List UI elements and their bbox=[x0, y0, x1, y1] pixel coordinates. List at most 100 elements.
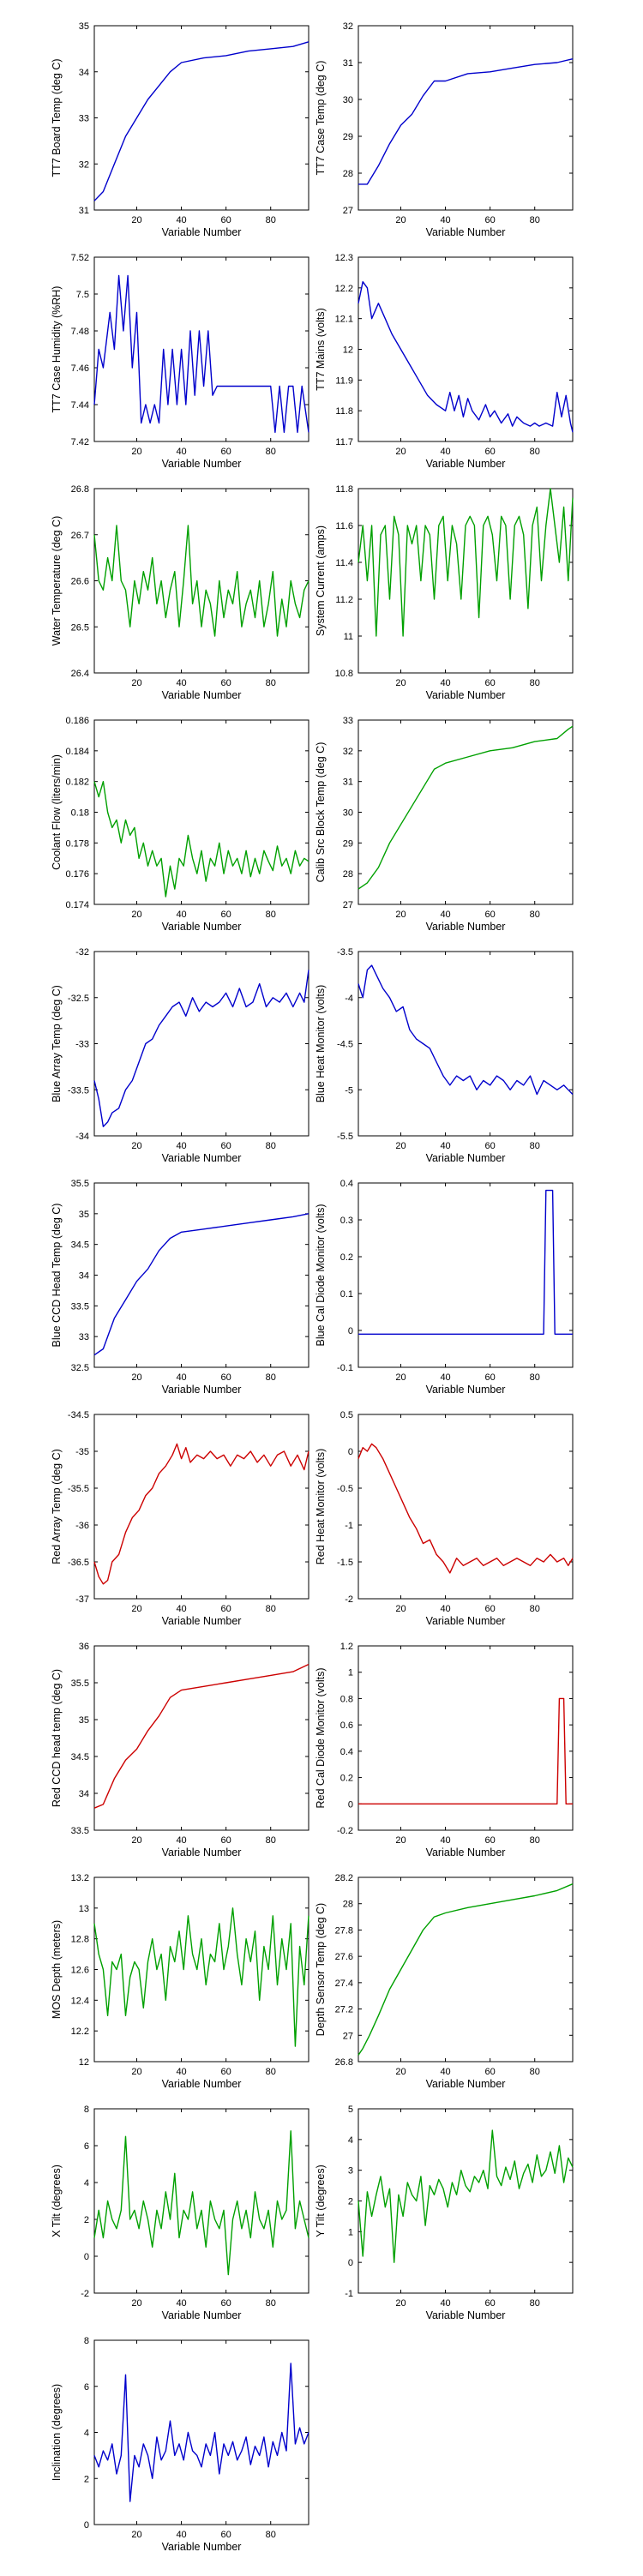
y-tick-label: 27.4 bbox=[335, 1979, 353, 1989]
chart-panel-21: 0 2 4 6 8 20 40 60 80 Variable Number Inclination … bbox=[51, 2336, 309, 2553]
x-tick-label: 20 bbox=[131, 1604, 141, 1614]
x-tick-label: 20 bbox=[131, 447, 141, 457]
y-tick-label: -4 bbox=[345, 994, 353, 1004]
x-tick-label: 80 bbox=[266, 215, 276, 225]
y-tick-label: 0.4 bbox=[340, 1747, 353, 1757]
x-axis-label: Variable Number bbox=[426, 2078, 506, 2090]
y-tick-label: 2 bbox=[348, 2197, 353, 2207]
chart-panel-1: 31 32 33 34 35 20 40 60 80 Variable Number TT7 Boa… bbox=[51, 21, 309, 238]
y-tick-label: 7.44 bbox=[71, 400, 89, 411]
x-axis-label: Variable Number bbox=[426, 1152, 506, 1164]
y-tick-label: 2 bbox=[84, 2215, 89, 2225]
y-tick-label: 0.184 bbox=[65, 747, 89, 757]
x-tick-label: 80 bbox=[530, 1604, 540, 1614]
x-tick-label: 20 bbox=[395, 1141, 406, 1151]
x-tick-label: 60 bbox=[485, 1835, 496, 1846]
x-axis-label: Variable Number bbox=[426, 2309, 506, 2321]
x-tick-label: 60 bbox=[221, 1604, 231, 1614]
y-tick-label: 26.4 bbox=[71, 669, 89, 679]
y-tick-label: 28 bbox=[343, 869, 353, 880]
y-tick-label: -33.5 bbox=[68, 1085, 89, 1096]
y-tick-label: -0.2 bbox=[337, 1826, 353, 1836]
x-tick-label: 20 bbox=[395, 2298, 406, 2309]
plot-frame bbox=[93, 2108, 309, 2294]
chart-panel-17: 12 12.2 12.4 12.6 12.8 13 13.2 20 40 60 80 Variable… bbox=[51, 1873, 309, 2090]
y-tick-label: 0 bbox=[348, 1326, 353, 1336]
y-tick-label: 1 bbox=[348, 2227, 353, 2237]
y-axis-label: TT7 Case Humidity (%RH) bbox=[51, 286, 63, 413]
x-tick-label: 80 bbox=[266, 1372, 276, 1383]
y-tick-label: 0.178 bbox=[65, 838, 89, 849]
series-line-1 bbox=[93, 2363, 309, 2502]
y-tick-label: 4 bbox=[84, 2429, 89, 2439]
y-tick-label: 0.182 bbox=[65, 778, 89, 788]
x-tick-label: 80 bbox=[530, 2067, 540, 2077]
x-tick-label: 20 bbox=[395, 678, 406, 688]
y-tick-label: 7.52 bbox=[71, 253, 89, 263]
series-line-1 bbox=[358, 725, 574, 890]
y-tick-label: 13 bbox=[79, 1904, 89, 1914]
series-line-1 bbox=[93, 970, 309, 1127]
y-tick-label: 0.3 bbox=[340, 1216, 353, 1226]
x-tick-label: 60 bbox=[485, 678, 496, 688]
y-tick-label: 6 bbox=[84, 2141, 89, 2152]
x-tick-label: 80 bbox=[530, 1141, 540, 1151]
y-tick-label: 31 bbox=[343, 778, 353, 788]
x-tick-label: 60 bbox=[485, 2067, 496, 2077]
x-tick-label: 60 bbox=[221, 2530, 231, 2540]
y-axis-label: TT7 Case Temp (deg C) bbox=[315, 61, 327, 176]
y-axis-label: Coolant Flow (liters/min) bbox=[51, 754, 63, 870]
chart-panel-18: 26.8 27 27.2 27.4 27.6 27.8 28 28.2 20 40 60 80 Vari… bbox=[315, 1873, 574, 2090]
chart-panel-11: 32.5 33 33.5 34 34.5 35 35.5 20 40 60 80 Variable N… bbox=[51, 1179, 309, 1396]
y-axis-label: Red Cal Diode Monitor (volts) bbox=[315, 1668, 327, 1809]
y-tick-label: 7.5 bbox=[76, 290, 89, 300]
y-tick-label: 31 bbox=[79, 206, 89, 216]
chart-panel-3: 7.42 7.44 7.46 7.48 7.5 7.52 20 40 60 80 Variable … bbox=[51, 253, 309, 470]
chart-panel-9: -34 -33.5 -33 -32.5 -32 20 40 60 80 Variable Numb… bbox=[51, 947, 309, 1164]
chart-panel-7: 0.174 0.176 0.178 0.18 0.182 0.184 0.186 20 40 60… bbox=[51, 716, 309, 933]
chart-panel-16: -0.2 0 0.2 0.4 0.6 0.8 1 1.2 20 40 60 80 Variable Nu… bbox=[315, 1642, 574, 1858]
y-tick-label: 0.186 bbox=[65, 716, 89, 726]
x-tick-label: 60 bbox=[221, 2067, 231, 2077]
x-tick-label: 80 bbox=[266, 447, 276, 457]
chart-panel-13: -37 -36.5 -36 -35.5 -35 -34.5 20 40 60 80 Variable… bbox=[51, 1410, 309, 1627]
y-tick-label: -5.5 bbox=[337, 1132, 353, 1142]
y-tick-label: 36 bbox=[79, 1642, 89, 1652]
y-tick-label: 7.48 bbox=[71, 327, 89, 337]
y-axis-label: Y Tilt (degrees) bbox=[315, 2165, 327, 2237]
y-tick-label: 11.8 bbox=[335, 406, 353, 417]
y-tick-label: -5 bbox=[345, 1085, 353, 1096]
y-tick-label: -33 bbox=[75, 1040, 89, 1050]
x-tick-label: 20 bbox=[395, 2067, 406, 2077]
y-tick-label: 27 bbox=[343, 2031, 353, 2041]
y-axis-label: Blue Heat Monitor (volts) bbox=[315, 985, 327, 1103]
y-tick-label: 0.2 bbox=[340, 1774, 353, 1784]
x-tick-label: 60 bbox=[485, 910, 496, 920]
series-line-1 bbox=[93, 1443, 309, 1585]
x-tick-label: 40 bbox=[440, 1141, 450, 1151]
y-tick-label: 0 bbox=[348, 2258, 353, 2268]
x-tick-label: 40 bbox=[176, 2530, 186, 2540]
plot-frame bbox=[358, 256, 574, 442]
x-axis-label: Variable Number bbox=[162, 1152, 242, 1164]
y-tick-label: -1 bbox=[345, 1521, 353, 1531]
y-tick-label: -37 bbox=[75, 1594, 89, 1605]
x-tick-label: 20 bbox=[395, 215, 406, 225]
x-axis-label: Variable Number bbox=[162, 921, 242, 933]
chart-panel-4: 11.7 11.8 11.9 12 12.1 12.2 12.3 20 40 60 80 Variab… bbox=[315, 253, 574, 470]
y-tick-label: 0.4 bbox=[340, 1179, 353, 1189]
y-axis-label: Blue Array Temp (deg C) bbox=[51, 985, 63, 1102]
y-tick-label: 27 bbox=[343, 900, 353, 910]
x-tick-label: 40 bbox=[440, 215, 450, 225]
x-axis-label: Variable Number bbox=[426, 1384, 506, 1396]
y-tick-label: 32 bbox=[343, 21, 353, 32]
y-tick-label: -32.5 bbox=[68, 994, 89, 1004]
y-tick-label: 1 bbox=[348, 1668, 353, 1678]
plot-frame bbox=[93, 25, 309, 211]
plot-frame bbox=[93, 1645, 309, 1831]
chart-panel-19: -2 0 2 4 6 8 20 40 60 80 Variable Number X Tilt (de… bbox=[51, 2105, 309, 2321]
plot-frame bbox=[358, 1876, 574, 2063]
series-line-1 bbox=[358, 281, 574, 433]
y-tick-label: 12 bbox=[79, 2057, 89, 2068]
